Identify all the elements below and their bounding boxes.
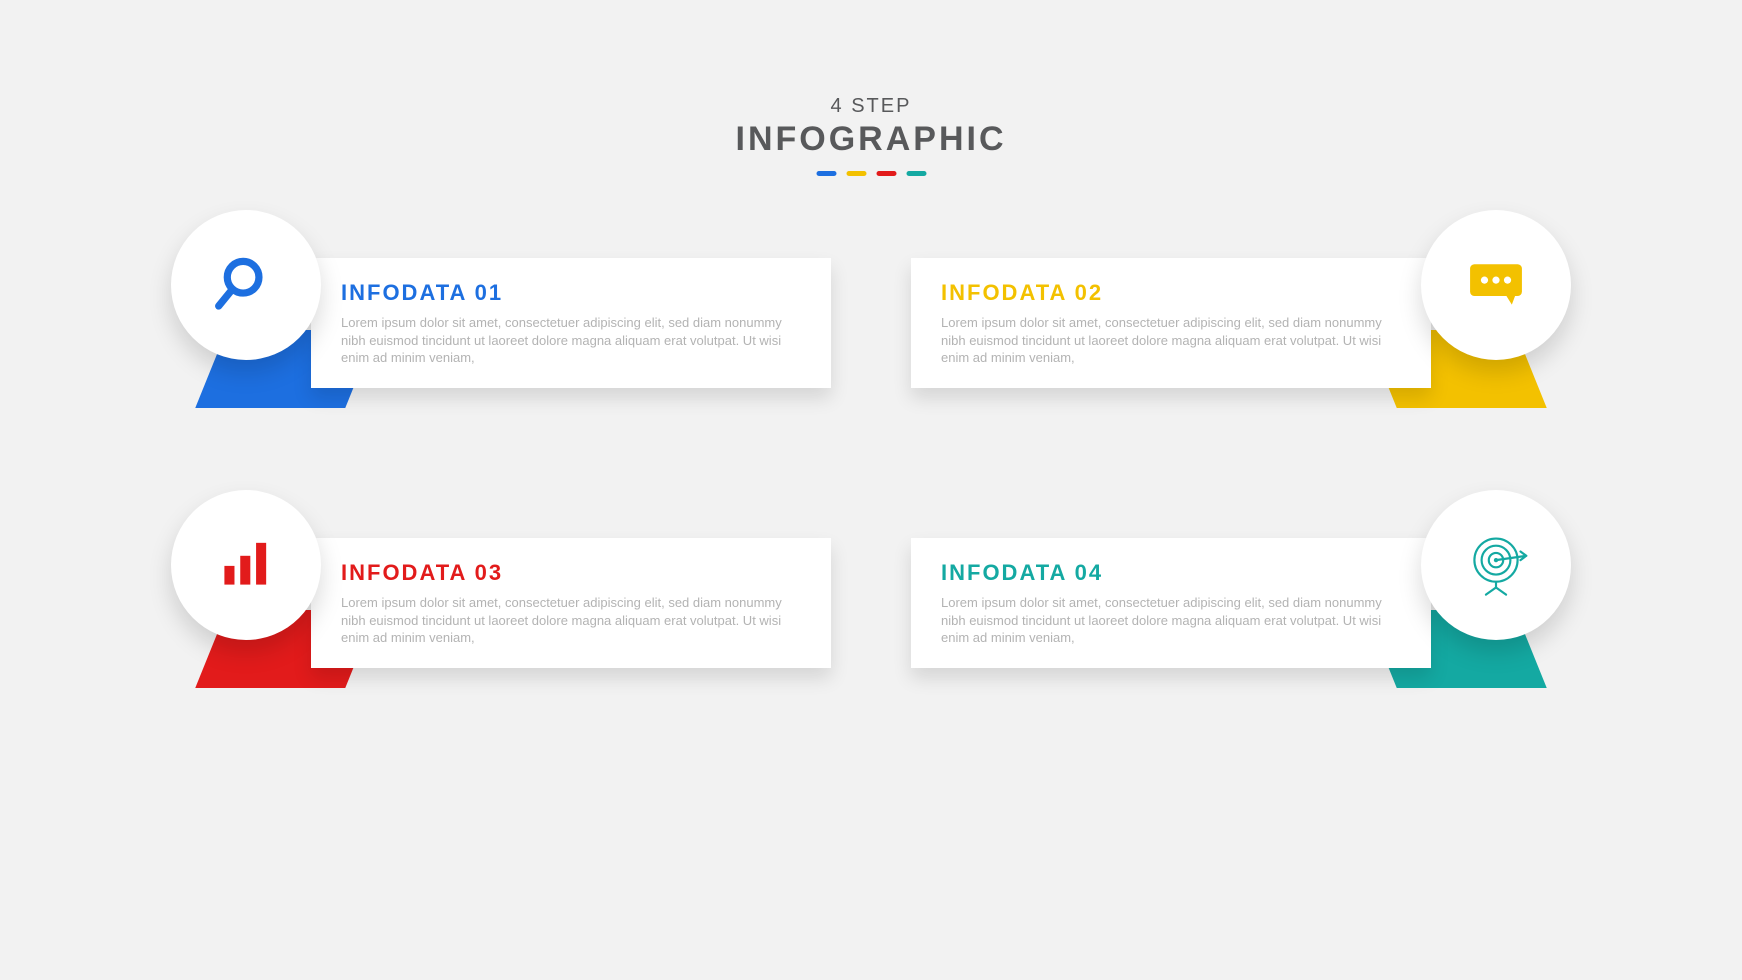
dash-1: [816, 171, 836, 176]
chat-icon: [1460, 247, 1532, 324]
infographic-grid: INFODATA 01 Lorem ipsum dolor sit amet, …: [171, 210, 1571, 690]
info-title-3: INFODATA 03: [341, 560, 801, 586]
info-item-3: INFODATA 03 Lorem ipsum dolor sit amet, …: [171, 490, 831, 690]
dash-2: [846, 171, 866, 176]
info-card-1: INFODATA 01 Lorem ipsum dolor sit amet, …: [311, 258, 831, 388]
dash-4: [906, 171, 926, 176]
info-body-4: Lorem ipsum dolor sit amet, consectetuer…: [941, 594, 1401, 647]
target-icon: [1460, 527, 1532, 604]
info-item-1: INFODATA 01 Lorem ipsum dolor sit amet, …: [171, 210, 831, 410]
header-dashes: [736, 171, 1007, 176]
info-card-3: INFODATA 03 Lorem ipsum dolor sit amet, …: [311, 538, 831, 668]
bar-chart-icon: [210, 527, 282, 604]
header: 4 STEP INFOGRAPHIC: [736, 95, 1007, 176]
info-title-1: INFODATA 01: [341, 280, 801, 306]
icon-circle-2: [1421, 210, 1571, 360]
search-icon: [210, 247, 282, 324]
icon-circle-3: [171, 490, 321, 640]
info-body-3: Lorem ipsum dolor sit amet, consectetuer…: [341, 594, 801, 647]
info-item-4: INFODATA 04 Lorem ipsum dolor sit amet, …: [911, 490, 1571, 690]
info-body-1: Lorem ipsum dolor sit amet, consectetuer…: [341, 314, 801, 367]
icon-circle-1: [171, 210, 321, 360]
info-title-2: INFODATA 02: [941, 280, 1401, 306]
info-card-4: INFODATA 04 Lorem ipsum dolor sit amet, …: [911, 538, 1431, 668]
info-item-2: INFODATA 02 Lorem ipsum dolor sit amet, …: [911, 210, 1571, 410]
dash-3: [876, 171, 896, 176]
header-subtitle: 4 STEP: [736, 95, 1007, 118]
info-card-2: INFODATA 02 Lorem ipsum dolor sit amet, …: [911, 258, 1431, 388]
icon-circle-4: [1421, 490, 1571, 640]
info-body-2: Lorem ipsum dolor sit amet, consectetuer…: [941, 314, 1401, 367]
header-title: INFOGRAPHIC: [736, 120, 1007, 159]
info-title-4: INFODATA 04: [941, 560, 1401, 586]
